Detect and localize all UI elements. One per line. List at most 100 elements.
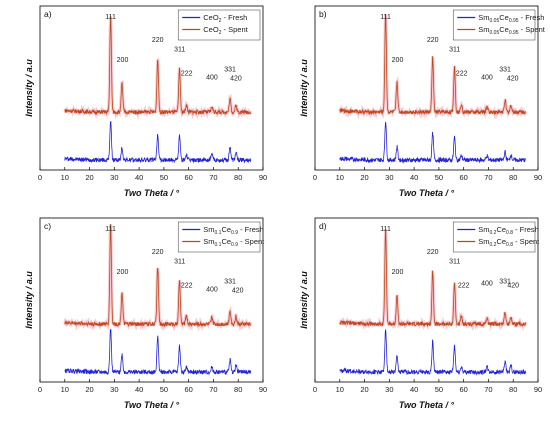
x-tick-label: 50 xyxy=(160,385,168,394)
x-axis-title: Two Theta / ° xyxy=(399,400,455,410)
x-tick-label: 50 xyxy=(160,173,168,182)
peak-label: 222 xyxy=(181,283,193,290)
x-tick-label: 10 xyxy=(336,173,344,182)
peak-label: 220 xyxy=(427,37,439,44)
legend-entry: CeO2 - Spent xyxy=(203,25,248,36)
peak-label: 220 xyxy=(427,249,439,256)
x-tick-label: 30 xyxy=(110,173,118,182)
peak-label: 220 xyxy=(152,249,164,256)
x-tick-label: 80 xyxy=(234,173,242,182)
x-tick-label: 70 xyxy=(484,173,492,182)
x-tick-label: 70 xyxy=(484,385,492,394)
x-tick-label: 20 xyxy=(360,385,368,394)
x-tick-label: 0 xyxy=(313,173,317,182)
legend-entry: Sm0.05Ce0.95 - Spent xyxy=(478,25,545,36)
x-tick-label: 80 xyxy=(509,385,517,394)
x-tick-label: 60 xyxy=(459,173,467,182)
x-tick-label: 20 xyxy=(85,385,93,394)
x-axis-title: Two Theta / ° xyxy=(124,188,180,198)
legend-entry: Sm0.2Ce0.8 - Spent xyxy=(478,237,540,248)
x-tick-label: 10 xyxy=(61,173,69,182)
peak-label: 311 xyxy=(449,259,460,266)
legend-box xyxy=(177,221,261,253)
peak-label: 331 xyxy=(499,67,511,74)
legend-box xyxy=(177,9,261,41)
x-tick-label: 30 xyxy=(385,385,393,394)
spent-series-line xyxy=(339,14,526,116)
peak-label: 222 xyxy=(181,71,193,78)
peak-label: 400 xyxy=(481,74,493,81)
peak-label: 200 xyxy=(117,57,129,64)
x-tick-label: 70 xyxy=(209,173,217,182)
panel-label: a) xyxy=(44,9,52,19)
plot-frame xyxy=(39,217,264,383)
x-tick-label: 20 xyxy=(85,173,93,182)
spent-series-line xyxy=(64,16,251,116)
fresh-series-line xyxy=(339,121,526,164)
spent-series-line xyxy=(64,224,251,328)
x-tick-label: 40 xyxy=(135,173,143,182)
x-tick-label: 0 xyxy=(313,385,317,394)
peak-label: 222 xyxy=(456,71,468,78)
plot-frame xyxy=(314,5,539,171)
x-tick-label: 90 xyxy=(534,385,542,394)
peak-label: 420 xyxy=(232,287,244,294)
peak-label: 311 xyxy=(174,47,185,54)
peak-label: 222 xyxy=(458,283,470,290)
peak-label: 331 xyxy=(224,67,236,74)
peak-label: 200 xyxy=(392,57,404,64)
x-axis-title: Two Theta / ° xyxy=(399,188,455,198)
legend-entry: CeO2 - Fresh xyxy=(203,13,247,24)
peak-label: 111 xyxy=(380,226,391,233)
y-axis-title: Intensity / a.u xyxy=(299,271,309,329)
y-axis-title: Intensity / a.u xyxy=(24,59,34,117)
x-tick-label: 30 xyxy=(385,173,393,182)
x-tick-label: 40 xyxy=(135,385,143,394)
fresh-series-line xyxy=(339,328,527,376)
panel-label: d) xyxy=(319,221,327,231)
x-tick-label: 0 xyxy=(38,385,42,394)
xrd-panel-d: d) 0 10 20 30 40 50 60 70 80 90 Two Theta / ° Intens… xyxy=(299,217,542,410)
fresh-series-line xyxy=(64,328,252,376)
x-tick-label: 60 xyxy=(184,385,192,394)
peak-label: 331 xyxy=(499,279,511,286)
plot-frame xyxy=(39,5,264,171)
peak-label: 420 xyxy=(230,75,242,82)
x-tick-label: 90 xyxy=(534,173,542,182)
x-tick-label: 90 xyxy=(259,173,267,182)
xrd-panel-c: c) 0 10 20 30 40 50 60 70 80 90 Two Theta / ° Intens… xyxy=(24,217,267,410)
peak-label: 111 xyxy=(380,14,391,21)
x-axis-title: Two Theta / ° xyxy=(124,400,180,410)
legend-entry: Sm0.05Ce0.95 - Fresh xyxy=(478,13,544,24)
legend-entry: Sm0.1Ce0.9 - Spent xyxy=(203,237,265,248)
x-tick-label: 70 xyxy=(209,385,217,394)
peak-label: 400 xyxy=(206,286,218,293)
peak-label: 331 xyxy=(224,279,236,286)
peak-label: 220 xyxy=(152,37,164,44)
x-tick-label: 0 xyxy=(38,173,42,182)
x-tick-label: 20 xyxy=(360,173,368,182)
legend-box xyxy=(452,9,536,41)
x-tick-label: 10 xyxy=(61,385,69,394)
peak-label: 400 xyxy=(481,281,493,288)
x-tick-label: 50 xyxy=(435,173,443,182)
panel-label: b) xyxy=(319,9,327,19)
legend-entry: Sm0.1Ce0.9 - Fresh xyxy=(203,225,264,236)
x-tick-label: 80 xyxy=(509,173,517,182)
x-tick-label: 40 xyxy=(410,385,418,394)
y-axis-title: Intensity / a.u xyxy=(299,59,309,117)
x-tick-label: 10 xyxy=(336,385,344,394)
peak-label: 200 xyxy=(117,269,129,276)
peak-label: 400 xyxy=(206,74,218,81)
x-tick-label: 50 xyxy=(435,385,443,394)
x-tick-label: 40 xyxy=(410,173,418,182)
plot-frame xyxy=(314,217,539,383)
x-tick-label: 80 xyxy=(234,385,242,394)
x-tick-label: 60 xyxy=(184,173,192,182)
spent-series-line xyxy=(339,228,527,328)
peak-label: 111 xyxy=(105,14,116,21)
legend-box xyxy=(452,221,536,253)
x-tick-label: 30 xyxy=(110,385,118,394)
